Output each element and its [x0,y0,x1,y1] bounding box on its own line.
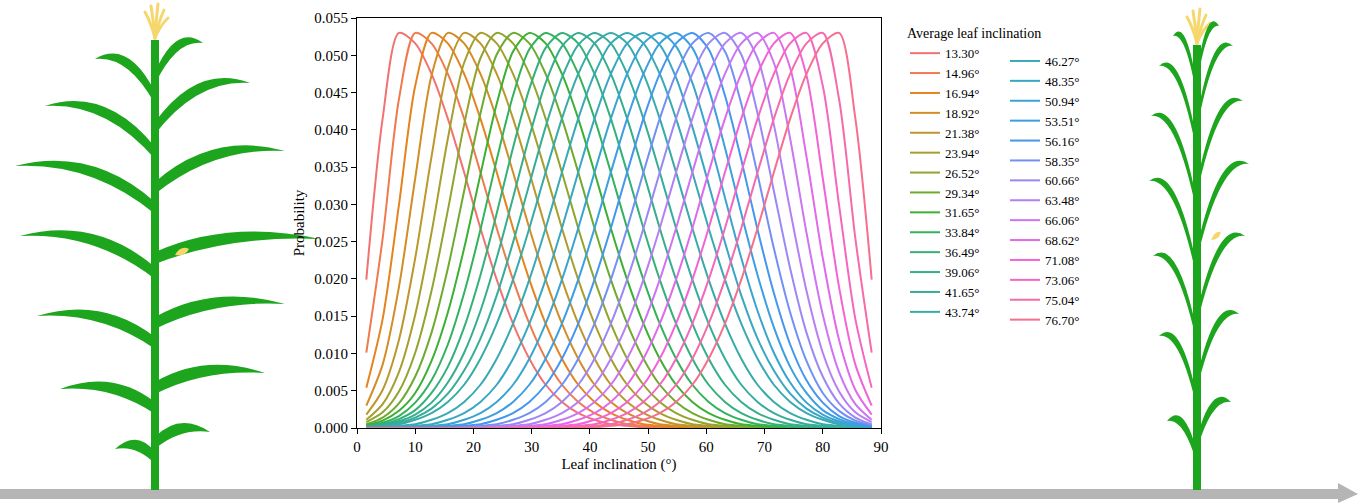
svg-text:75.04°: 75.04° [1045,293,1079,308]
svg-text:41.65°: 41.65° [945,285,979,300]
svg-text:0.005: 0.005 [314,383,348,399]
svg-text:23.94°: 23.94° [945,146,979,161]
svg-text:10: 10 [408,439,423,455]
svg-text:0.025: 0.025 [314,234,348,250]
svg-text:0.015: 0.015 [314,308,348,324]
svg-text:68.62°: 68.62° [1045,233,1079,248]
svg-text:18.92°: 18.92° [945,106,979,121]
svg-text:70: 70 [757,439,772,455]
svg-text:76.70°: 76.70° [1045,313,1079,328]
svg-text:0.050: 0.050 [314,48,348,64]
svg-text:53.51°: 53.51° [1045,114,1079,129]
svg-text:50: 50 [641,439,656,455]
svg-text:14.96°: 14.96° [945,66,979,81]
svg-text:21.38°: 21.38° [945,126,979,141]
svg-text:60: 60 [699,439,714,455]
svg-text:33.84°: 33.84° [945,225,979,240]
svg-text:0.040: 0.040 [314,122,348,138]
svg-text:0: 0 [353,439,361,455]
svg-text:71.08°: 71.08° [1045,253,1079,268]
svg-text:36.49°: 36.49° [945,245,979,260]
svg-text:43.74°: 43.74° [945,305,979,320]
svg-text:0.035: 0.035 [314,159,348,175]
svg-text:0.030: 0.030 [314,197,348,213]
svg-text:46.27°: 46.27° [1045,54,1079,69]
svg-text:50.94°: 50.94° [1045,94,1079,109]
svg-text:40: 40 [582,439,597,455]
svg-text:29.34°: 29.34° [945,186,979,201]
svg-text:56.16°: 56.16° [1045,134,1079,149]
svg-text:Leaf inclination (°): Leaf inclination (°) [561,456,676,473]
svg-text:16.94°: 16.94° [945,86,979,101]
svg-text:Average leaf inclination: Average leaf inclination [907,26,1041,41]
svg-text:58.35°: 58.35° [1045,154,1079,169]
svg-text:0.010: 0.010 [314,346,348,362]
svg-text:20: 20 [466,439,481,455]
svg-text:48.35°: 48.35° [1045,74,1079,89]
svg-text:31.65°: 31.65° [945,205,979,220]
svg-text:80: 80 [815,439,830,455]
svg-text:66.06°: 66.06° [1045,213,1079,228]
svg-text:90: 90 [874,439,889,455]
svg-text:60.66°: 60.66° [1045,173,1079,188]
svg-text:63.48°: 63.48° [1045,193,1079,208]
svg-text:0.055: 0.055 [314,10,348,26]
svg-text:39.06°: 39.06° [945,265,979,280]
svg-text:0.045: 0.045 [314,85,348,101]
svg-text:0.000: 0.000 [314,420,348,436]
svg-text:13.30°: 13.30° [945,46,979,61]
svg-text:Probability: Probability [291,189,307,256]
svg-text:26.52°: 26.52° [945,166,979,181]
svg-text:30: 30 [524,439,539,455]
svg-text:0.020: 0.020 [314,271,348,287]
svg-text:73.06°: 73.06° [1045,273,1079,288]
